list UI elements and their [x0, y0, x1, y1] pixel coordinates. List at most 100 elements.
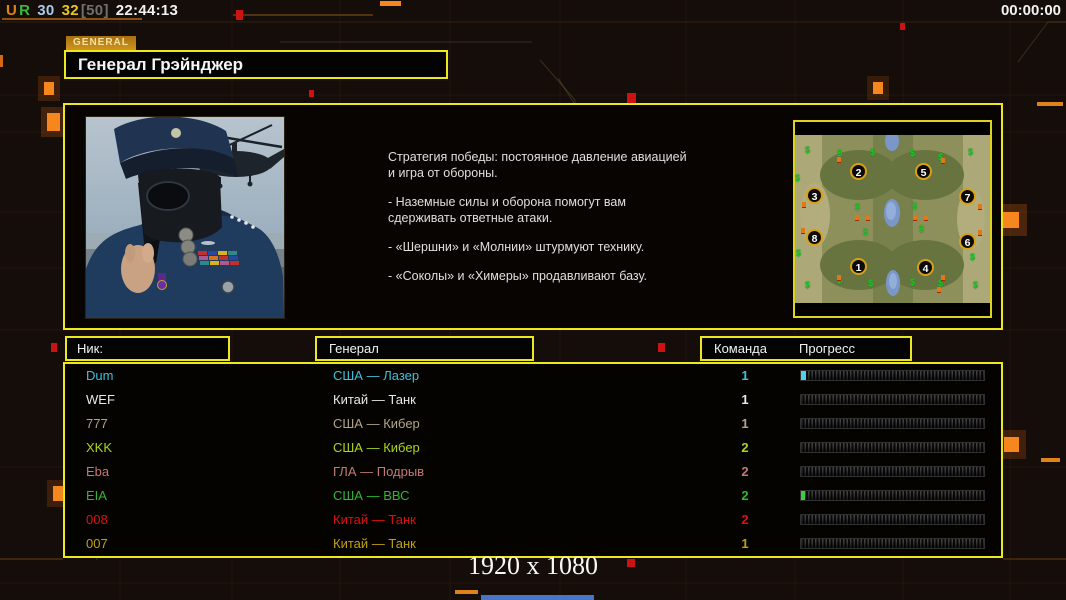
map-preview[interactable]: $ $ $ $ $ $ $ $ $ $ $ $ $ $ $ $ $ $ $ 1 2 3 4 5 6 7 8	[793, 120, 992, 318]
player-general: ГЛА — Подрыв	[333, 464, 425, 479]
supply-icon: $	[910, 148, 916, 158]
map-start-position: 2	[850, 163, 867, 180]
strategy-text: Стратегия победы: постоянное давление ав…	[388, 149, 718, 297]
progress-bar	[800, 490, 985, 501]
supply-icon: $	[837, 275, 843, 285]
strategy-paragraph: Стратегия победы: постоянное давление ав…	[388, 150, 687, 180]
supply-icon: $	[863, 227, 869, 237]
oil-marker-icon	[837, 157, 841, 162]
strategy-paragraph: - «Шершни» и «Молнии» штурмуют технику.	[388, 240, 645, 254]
supply-icon: $	[968, 147, 974, 157]
player-nick: EIA	[86, 488, 107, 503]
player-row[interactable]: 777 США — Кибер 1	[65, 412, 1001, 436]
progress-fill	[801, 371, 806, 380]
server-clock: 22:44:13	[115, 2, 179, 19]
column-header-team: Команда	[714, 341, 767, 356]
player-row[interactable]: Eba ГЛА — Подрыв 2	[65, 460, 1001, 484]
progress-bar	[800, 394, 985, 405]
player-row[interactable]: XKK США — Кибер 2	[65, 436, 1001, 460]
stat-capacity: [50]	[80, 2, 109, 19]
map-terrain: $ $ $ $ $ $ $ $ $ $ $ $ $ $ $ $ $ $ $ 1 2 3 4 5 6 7 8	[795, 135, 990, 303]
supply-icon: $	[805, 145, 811, 155]
progress-bar	[800, 514, 985, 525]
player-nick: Dum	[86, 368, 114, 383]
player-row[interactable]: WEF Китай — Танк 1	[65, 388, 1001, 412]
match-timer: 00:00:00	[1000, 2, 1061, 19]
supply-icon: $	[970, 252, 976, 262]
progress-bar	[800, 370, 985, 381]
player-team: 1	[741, 392, 749, 407]
oil-marker-icon	[837, 275, 841, 280]
tab-general[interactable]: GENERAL	[66, 36, 136, 50]
player-general: США — Кибер	[333, 416, 420, 431]
player-row[interactable]: 008 Китай — Танк 2	[65, 508, 1001, 532]
player-row[interactable]: 007 Китай — Танк 1	[65, 532, 1001, 556]
oil-marker-icon	[937, 287, 941, 292]
player-nick: 777	[86, 416, 108, 431]
supply-icon: $	[855, 202, 861, 212]
stat-ur-u: U	[6, 2, 18, 19]
general-portrait	[85, 116, 285, 319]
map-start-position: 1	[850, 258, 867, 275]
server-status: U R 30 32 [50] 22:44:13	[6, 2, 180, 19]
progress-bar	[800, 538, 985, 549]
supply-icon: $	[805, 280, 811, 290]
column-header-general: Генерал	[315, 336, 534, 361]
strategy-paragraph: - Наземные силы и оборона помогут вам сд…	[388, 195, 626, 225]
player-general: Китай — Танк	[333, 536, 416, 551]
player-general: Китай — Танк	[333, 392, 416, 407]
column-header-progress: Прогресс	[799, 341, 856, 356]
progress-fill	[801, 491, 805, 500]
oil-marker-icon	[978, 204, 982, 209]
player-nick: 007	[86, 536, 108, 551]
general-name-box: Генерал Грэйнджер	[64, 50, 448, 79]
resolution-watermark: 1920 x 1080	[468, 551, 598, 580]
player-general: США — Лазер	[333, 368, 420, 383]
stat-players: 32	[61, 2, 79, 19]
map-start-position: 3	[806, 187, 823, 204]
player-nick: Eba	[86, 464, 110, 479]
supply-icon: $	[919, 224, 925, 234]
general-info-panel: Стратегия победы: постоянное давление ав…	[63, 103, 1003, 330]
supply-icon: $	[910, 277, 916, 287]
supply-icon: $	[938, 278, 944, 288]
progress-bar	[800, 466, 985, 477]
map-start-position: 6	[959, 233, 976, 250]
player-team: 1	[741, 368, 749, 383]
general-name: Генерал Грэйнджер	[78, 55, 244, 74]
map-start-position: 4	[917, 259, 934, 276]
oil-marker-icon	[941, 158, 945, 163]
player-row[interactable]: Dum США — Лазер 1	[65, 364, 1001, 388]
oil-marker-icon	[941, 275, 945, 280]
player-row[interactable]: EIA США — ВВС 2	[65, 484, 1001, 508]
oil-marker-icon	[978, 230, 982, 235]
oil-marker-icon	[924, 215, 928, 220]
supply-icon: $	[868, 278, 874, 288]
supply-icon: $	[795, 173, 801, 183]
progress-bar	[800, 442, 985, 453]
progress-bar	[800, 418, 985, 429]
column-header-team-progress: Команда Прогресс	[700, 336, 912, 361]
player-general: США — ВВС	[333, 488, 410, 503]
map-start-position: 5	[915, 163, 932, 180]
player-team: 1	[741, 416, 749, 431]
supply-icon: $	[870, 147, 876, 157]
oil-marker-icon	[913, 215, 917, 220]
supply-icon: $	[796, 248, 802, 258]
player-table-rows: Dum США — Лазер 1 WEF Китай — Танк 1 777 США — …	[65, 364, 1001, 556]
strategy-paragraph: - «Соколы» и «Химеры» продавливают базу.	[388, 269, 647, 283]
player-team: 2	[741, 464, 749, 479]
bottom-blue-bar	[481, 595, 594, 600]
player-list-panel: Dum США — Лазер 1 WEF Китай — Танк 1 777 США — …	[63, 362, 1003, 558]
supply-icon: $	[837, 148, 843, 158]
oil-marker-icon	[855, 215, 859, 220]
stat-ur-r: R	[19, 2, 31, 19]
player-team: 2	[741, 488, 749, 503]
player-team: 1	[741, 536, 749, 551]
player-team: 2	[741, 440, 749, 455]
map-start-position: 8	[806, 229, 823, 246]
player-nick: WEF	[86, 392, 115, 407]
oil-marker-icon	[866, 215, 870, 220]
supply-icon: $	[973, 280, 979, 290]
